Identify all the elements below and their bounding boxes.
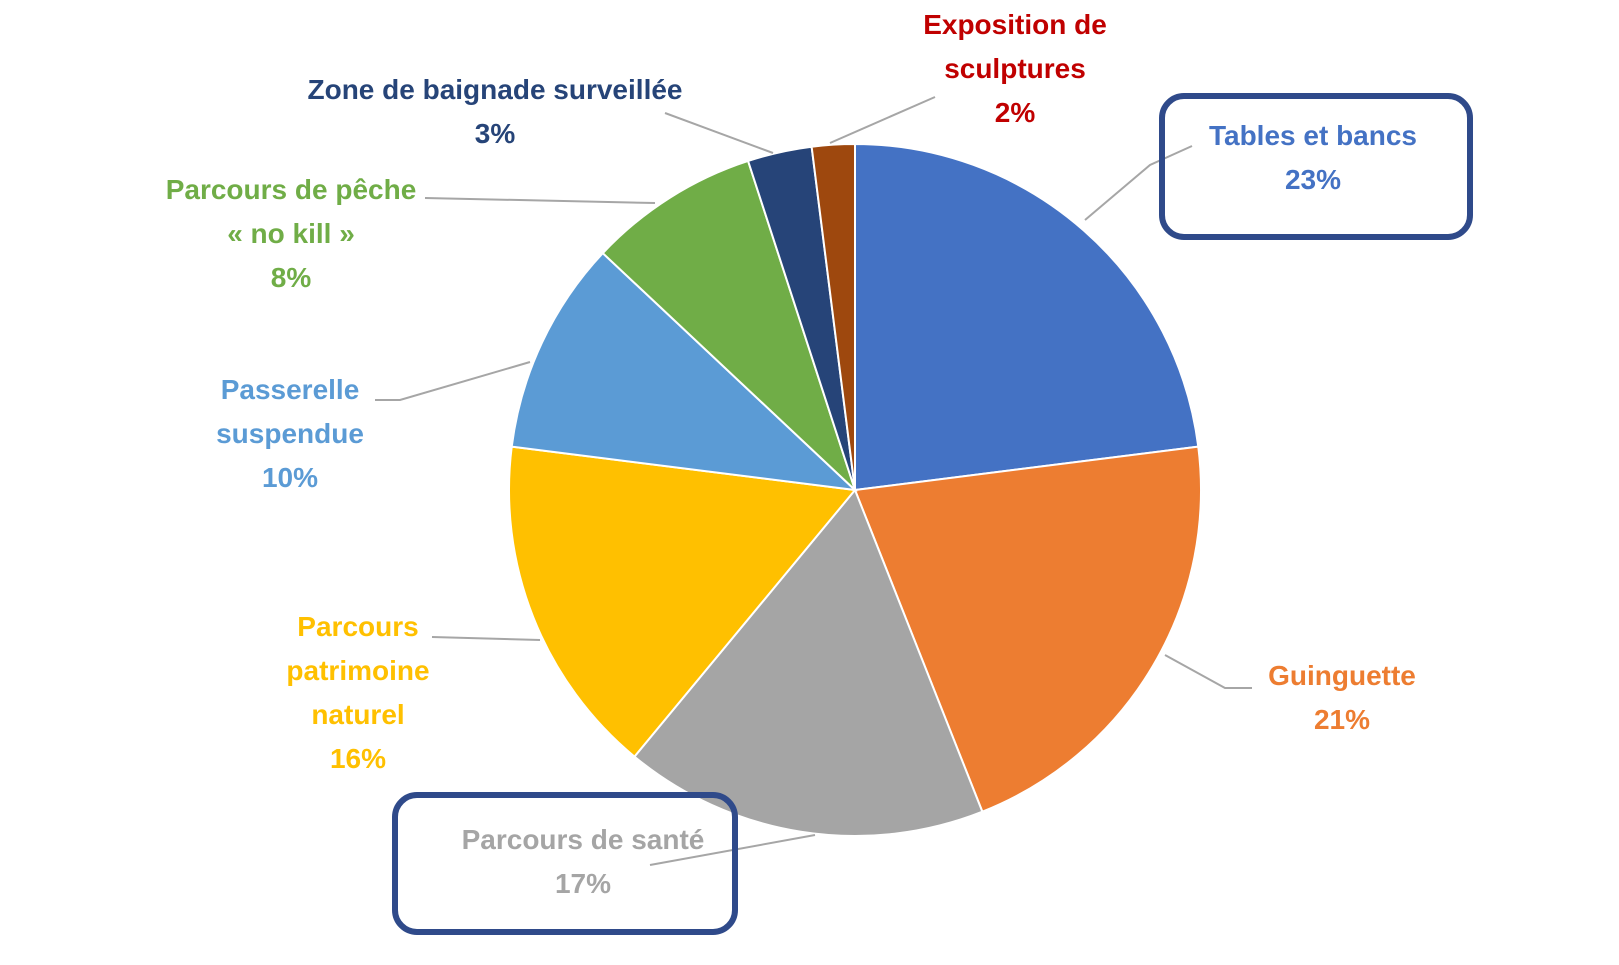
data-label: Zone de baignade surveillée 3% [265,68,725,156]
value-label: 21% [1313,704,1371,735]
category-label: Parcours de pêche « no kill » [165,174,417,249]
data-label: Exposition de sculptures 2% [900,3,1130,135]
value-label: 10% [261,462,319,493]
data-label: Parcours patrimoine naturel 16% [268,605,448,781]
pie-slice [508,445,857,759]
category-label: Exposition de sculptures [923,9,1107,84]
data-label: Passerelle suspendue 10% [195,368,385,500]
highlight-box [1159,93,1473,240]
value-label: 16% [329,743,387,774]
highlight-box [392,792,738,935]
value-label: 3% [474,118,516,149]
value-label: 8% [270,262,312,293]
pie-slice [853,445,1202,814]
leader-line [829,96,936,144]
pie-slice [633,488,984,837]
leader-line [664,112,774,154]
category-label: Parcours patrimoine naturel [286,611,430,730]
data-label: Tables et bancs 23% [1163,114,1463,202]
leader-line [1084,145,1193,221]
pie-slice [854,142,1200,492]
leader-line [424,197,656,204]
value-label: 2% [994,97,1036,128]
category-label: Zone de baignade surveillée [307,74,683,105]
pie-slice [601,159,856,491]
category-label: Passerelle suspendue [216,374,364,449]
value-label: 23% [1284,164,1342,195]
data-label: Guinguette 21% [1212,654,1472,742]
leader-line [375,361,531,401]
pie-slice [510,251,858,492]
leader-line [431,636,541,641]
category-label: Guinguette [1268,660,1416,691]
category-label: Parcours de santé [461,824,705,855]
value-label: 17% [554,868,612,899]
data-label: Parcours de pêche « no kill » 8% [161,168,421,300]
category-label: Tables et bancs [1208,120,1417,151]
data-label: Parcours de santé 17% [418,818,748,906]
pie-slice [810,142,856,491]
leader-line [1164,654,1252,689]
